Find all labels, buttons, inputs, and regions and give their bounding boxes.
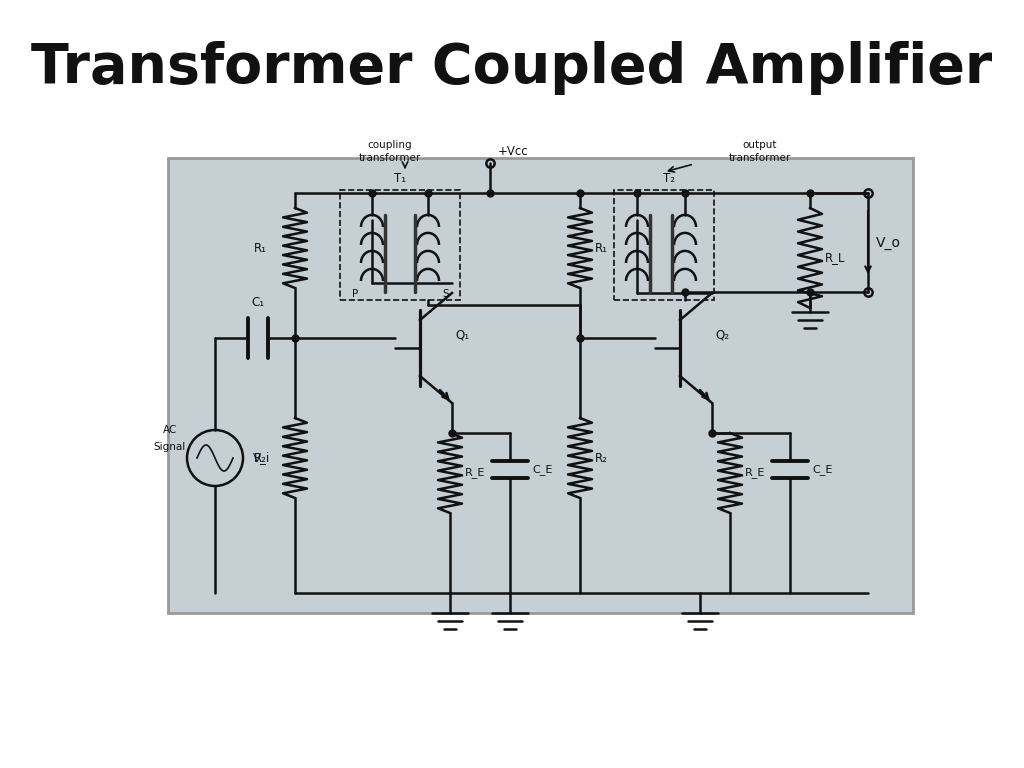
Text: transformer: transformer [729, 153, 792, 163]
Text: AC: AC [163, 425, 177, 435]
Text: V_o: V_o [876, 236, 901, 250]
Text: +Vcc: +Vcc [498, 145, 528, 158]
Text: Q₁: Q₁ [455, 328, 469, 341]
Text: output: output [742, 140, 777, 150]
Text: R_E: R_E [465, 468, 485, 478]
Text: transformer: transformer [358, 153, 421, 163]
Text: R₁: R₁ [595, 241, 608, 254]
Text: coupling: coupling [368, 140, 413, 150]
Text: R₂: R₂ [254, 452, 267, 465]
Bar [168, 158, 913, 613]
Text: R_E: R_E [745, 468, 765, 478]
Text: C₁: C₁ [252, 296, 264, 309]
Text: Transformer Coupled Amplifier: Transformer Coupled Amplifier [32, 41, 992, 95]
Text: T₂: T₂ [663, 172, 675, 185]
Text: C_E: C_E [812, 465, 833, 475]
Text: R₁: R₁ [254, 241, 267, 254]
Text: R_L: R_L [825, 251, 846, 264]
Text: R₂: R₂ [595, 452, 608, 465]
Text: T₁: T₁ [394, 172, 407, 185]
Text: C_E: C_E [532, 465, 552, 475]
Bar [614, 190, 714, 300]
Text: P: P [352, 289, 358, 299]
Text: V_i: V_i [253, 452, 270, 465]
Text: S: S [442, 289, 449, 299]
Text: Q₂: Q₂ [715, 328, 729, 341]
Bar [340, 190, 460, 300]
Text: Signal: Signal [154, 442, 186, 452]
